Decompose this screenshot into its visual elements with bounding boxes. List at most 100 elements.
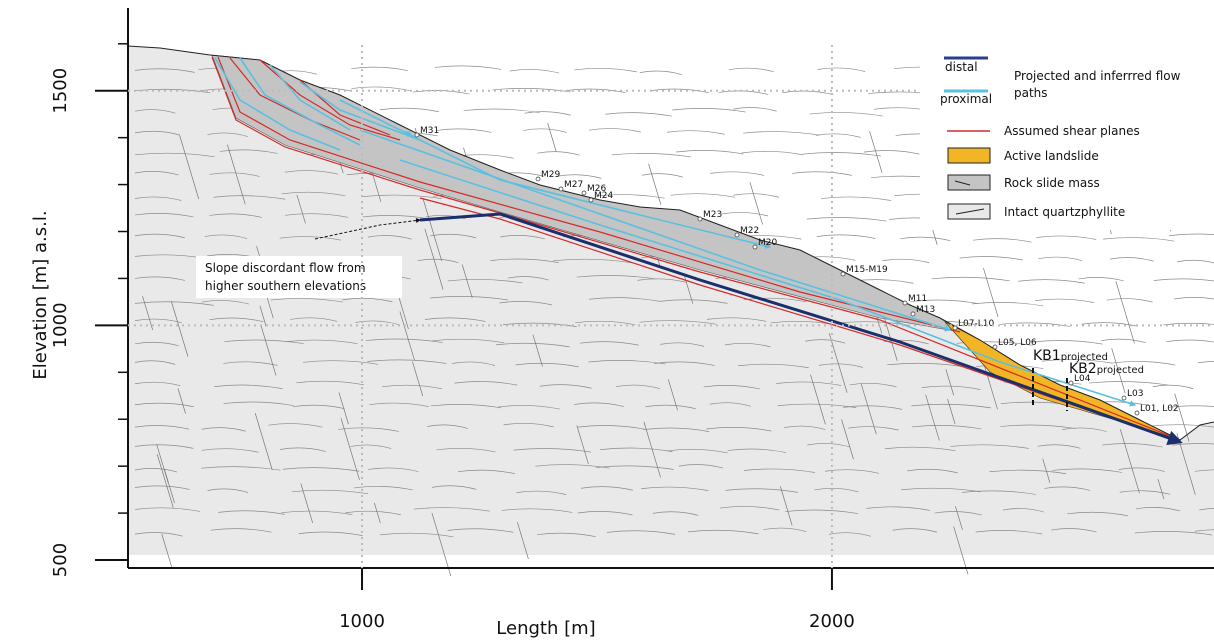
foliation-line — [1032, 340, 1103, 345]
joint — [1115, 281, 1135, 344]
foliation-line — [134, 152, 215, 158]
x-tick-label: 2000 — [809, 611, 855, 632]
foliation-line — [286, 339, 358, 345]
foliation-line — [350, 444, 392, 449]
foliation-line — [1051, 528, 1097, 533]
joint — [947, 398, 956, 425]
joint — [1111, 348, 1126, 394]
proximal-flow — [399, 159, 1137, 407]
joint — [254, 412, 273, 470]
foliation-line — [660, 342, 705, 347]
foliation-line — [1102, 443, 1163, 448]
point-marker — [734, 232, 740, 238]
foliation-line — [209, 317, 264, 322]
proximal-flow — [269, 64, 351, 131]
foliation-line — [524, 111, 571, 116]
foliation-line — [637, 278, 687, 283]
joint — [179, 134, 200, 200]
foliation-line — [431, 485, 477, 490]
foliation-line — [279, 447, 326, 452]
foliation-line — [223, 401, 294, 406]
joint — [161, 533, 173, 569]
point-marker — [581, 190, 587, 196]
foliation-line — [802, 152, 882, 157]
annotation: Slope discordant flow from — [205, 261, 366, 275]
point-marker — [697, 216, 703, 222]
joint — [1174, 393, 1190, 442]
foliation-line — [430, 296, 509, 301]
foliation-line — [884, 446, 956, 452]
foliation-line — [380, 532, 454, 538]
point-label: M11 — [908, 294, 927, 304]
foliation-line — [1000, 424, 1076, 429]
joint — [945, 369, 955, 396]
foliation-line — [134, 360, 176, 365]
foliation-line — [503, 322, 577, 328]
foliation-line — [577, 425, 645, 430]
foliation-line — [959, 256, 1024, 261]
borehole-label: KB1projected — [1033, 348, 1108, 364]
joint — [164, 469, 175, 504]
joint — [869, 131, 883, 174]
foliation-line — [814, 487, 859, 493]
foliation-line — [1118, 467, 1165, 472]
foliation-line — [703, 384, 760, 390]
foliation-line — [1119, 490, 1171, 495]
point-label: M23 — [703, 210, 722, 220]
joint — [517, 522, 529, 560]
foliation-line — [134, 468, 177, 473]
foliation-line — [285, 213, 348, 218]
foliation-line — [1067, 511, 1129, 517]
foliation-line — [537, 151, 580, 156]
foliation-line — [725, 342, 771, 348]
foliation-line — [1109, 257, 1154, 262]
foliation-line — [1041, 359, 1113, 364]
foliation-line — [209, 172, 260, 177]
foliation-line — [672, 108, 746, 113]
foliation-line — [815, 133, 861, 138]
foliation-line — [710, 171, 765, 176]
joint — [953, 526, 969, 575]
foliation-line — [848, 426, 899, 431]
legend-swatch — [947, 174, 991, 191]
foliation-line — [490, 258, 559, 263]
legend-label: Projected and inferrred flow — [1014, 69, 1181, 83]
foliation-line — [817, 67, 866, 72]
foliation-line — [900, 236, 951, 242]
foliation-line — [298, 531, 363, 536]
foliation-line — [270, 298, 343, 303]
foliation-line — [436, 447, 496, 453]
foliation-line — [1038, 256, 1083, 262]
point-marker — [1068, 380, 1074, 386]
shear-plane — [217, 56, 961, 333]
foliation-line — [744, 468, 815, 473]
point-marker — [902, 300, 908, 306]
foliation-line — [134, 341, 179, 347]
joint — [338, 392, 349, 425]
shear-plane — [229, 57, 361, 141]
foliation-line — [432, 338, 505, 344]
joint — [177, 388, 186, 414]
foliation-line — [303, 360, 379, 365]
foliation-line — [652, 511, 699, 516]
foliation-line — [369, 402, 429, 408]
joint — [532, 334, 543, 367]
joint — [424, 228, 444, 290]
foliation-line — [381, 384, 443, 390]
point-label: L04 — [1074, 374, 1091, 384]
foliation-line — [345, 510, 401, 516]
foliation-line — [1168, 405, 1214, 408]
foliation-line — [290, 317, 338, 322]
foliation-line — [1174, 297, 1214, 300]
legend-label: distal — [945, 60, 978, 74]
foliation-line — [134, 425, 190, 430]
foliation-line — [650, 88, 709, 93]
foliation-line — [866, 506, 930, 511]
foliation-line — [574, 402, 624, 407]
foliation-line — [1018, 279, 1085, 284]
foliation-line — [934, 511, 982, 516]
foliation-line — [901, 487, 981, 493]
foliation-line — [605, 112, 672, 117]
foliation-line — [931, 276, 1010, 282]
